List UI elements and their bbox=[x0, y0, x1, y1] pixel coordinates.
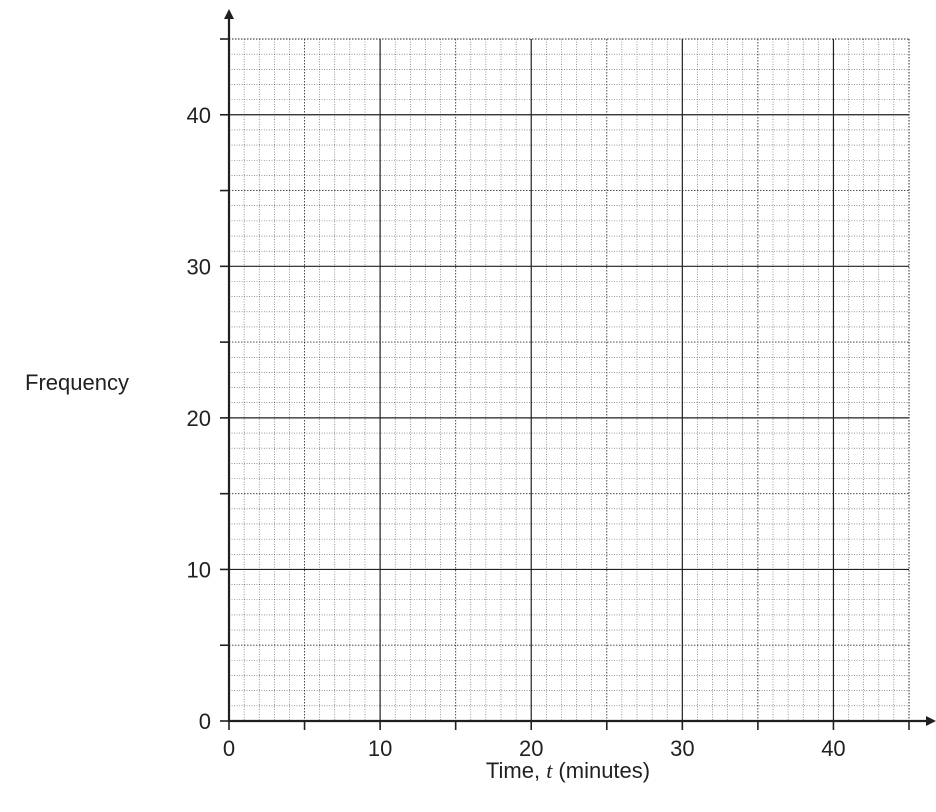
y-tick-label: 40 bbox=[187, 103, 211, 128]
y-tick-label: 30 bbox=[187, 254, 211, 279]
y-axis-title: Frequency bbox=[25, 370, 129, 395]
x-tick-label: 30 bbox=[670, 736, 694, 761]
major-gridlines bbox=[229, 39, 909, 721]
minor-gridlines bbox=[229, 39, 909, 721]
x-tick-label: 0 bbox=[223, 736, 235, 761]
y-tick-label: 10 bbox=[187, 557, 211, 582]
plot-border bbox=[229, 39, 909, 721]
x-tick-label: 40 bbox=[821, 736, 845, 761]
x-tick-label: 10 bbox=[368, 736, 392, 761]
axis-ticks bbox=[220, 39, 909, 730]
axes bbox=[228, 11, 934, 722]
x-axis-title: Time, t (minutes) bbox=[486, 758, 650, 783]
y-tick-label: 20 bbox=[187, 406, 211, 431]
y-tick-label: 0 bbox=[199, 709, 211, 734]
mid-gridlines bbox=[229, 39, 909, 721]
